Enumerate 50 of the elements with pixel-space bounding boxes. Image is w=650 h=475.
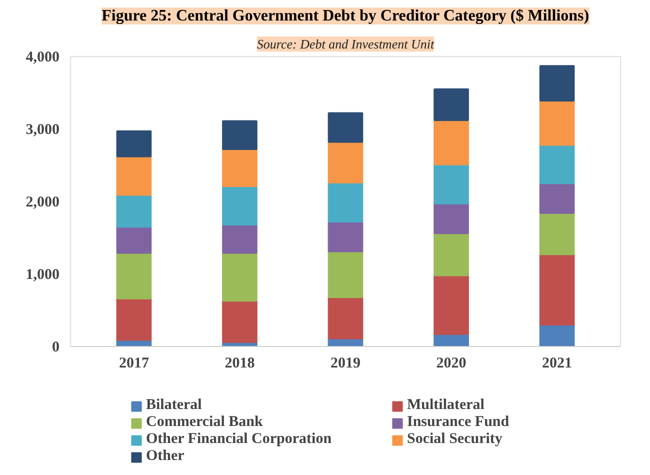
bar xyxy=(434,202,469,234)
y-tick-label: 4,000 xyxy=(26,50,60,66)
x-tick-label: 2017 xyxy=(118,356,150,372)
legend-label: Social Security xyxy=(407,431,504,448)
bar xyxy=(222,252,258,302)
bar xyxy=(328,221,364,252)
bar xyxy=(116,130,152,158)
bar xyxy=(116,194,152,228)
x-tick-label: 2019 xyxy=(330,356,360,372)
legend-label: Multilateral xyxy=(407,397,486,414)
bar xyxy=(116,298,152,341)
y-tick-label: 0 xyxy=(52,340,60,356)
bar xyxy=(116,156,152,196)
bar xyxy=(328,250,364,298)
legend-label: Other Financial Corporation xyxy=(146,431,333,448)
y-tick-label: 2,000 xyxy=(26,194,60,210)
y-tick-label: 3,000 xyxy=(26,122,60,138)
bar xyxy=(539,100,575,146)
bar xyxy=(222,120,258,150)
bar xyxy=(539,182,575,214)
bar xyxy=(539,254,575,326)
bar xyxy=(539,212,575,256)
bar xyxy=(328,182,364,223)
bar xyxy=(222,224,258,254)
bar xyxy=(434,164,469,204)
bar xyxy=(539,324,575,346)
bar xyxy=(434,88,469,122)
chart-subtitle: Source: Debt and Investment Unit xyxy=(256,36,434,52)
bar xyxy=(539,65,575,102)
chart-title: Figure 25: Central Government Debt by Creditor Category ($ Millions) xyxy=(102,8,590,24)
bar xyxy=(434,274,469,335)
bar xyxy=(222,148,258,188)
x-tick-label: 2020 xyxy=(436,356,466,372)
bar xyxy=(116,252,152,300)
legend-label: Insurance Fund xyxy=(407,414,510,431)
x-tick-label: 2021 xyxy=(542,356,572,372)
legend-label: Bilateral xyxy=(146,397,203,414)
legend-label: Other xyxy=(146,448,186,465)
bar xyxy=(328,141,364,184)
y-tick-label: 1,000 xyxy=(26,267,60,283)
bar xyxy=(328,296,364,340)
bar xyxy=(222,300,258,343)
bar xyxy=(434,120,469,166)
bar xyxy=(222,186,258,226)
legend-label: Commercial Bank xyxy=(146,414,264,431)
bar xyxy=(539,144,575,184)
x-tick-label: 2018 xyxy=(224,356,255,372)
bar xyxy=(116,226,152,254)
bar xyxy=(328,112,364,143)
bar xyxy=(434,232,469,276)
